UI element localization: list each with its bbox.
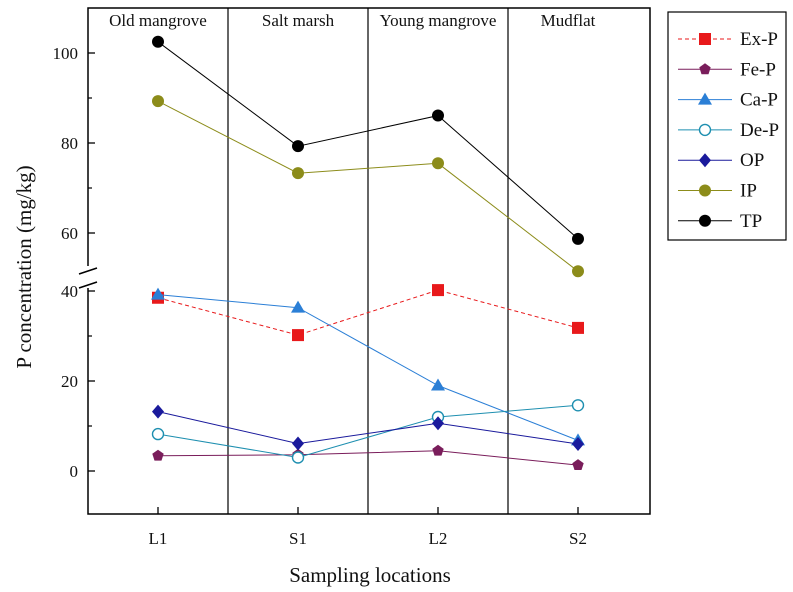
legend-item-ip: IP [678, 181, 757, 202]
series-line-fe-p [157, 450, 579, 466]
data-point-fe-p [572, 459, 584, 470]
region-label: Mudflat [541, 11, 596, 30]
data-point-de-p [151, 427, 165, 441]
legend-marker [699, 63, 711, 75]
data-point-tp [292, 140, 304, 153]
plot-frame [87, 7, 651, 515]
data-point-op [292, 436, 304, 451]
legend: Ex-P Fe-P Ca-P De-P OP IP TP [667, 11, 787, 241]
legend-label: OP [740, 150, 764, 171]
axes: 0 20 40 60 80 100 L1 S1 L2 S2 [53, 44, 587, 548]
legend-marker [698, 92, 712, 105]
legend-item-ex-p: Ex-P [678, 29, 778, 50]
y-axis-title: P concentration (mg/kg) [12, 165, 36, 368]
legend-label: TP [740, 211, 762, 232]
data-point-ip [572, 265, 584, 278]
legend-label: Fe-P [740, 59, 776, 80]
legend-item-ca-p: Ca-P [678, 90, 778, 111]
legend-label: IP [740, 181, 757, 202]
y-tick-label: 40 [61, 282, 78, 301]
data-point-tp [572, 232, 584, 245]
series-line-de-p [157, 404, 579, 459]
data-point-ex-p [432, 284, 444, 297]
legend-item-tp: TP [678, 211, 762, 232]
legend-marker [699, 153, 711, 168]
data-point-ca-p [431, 378, 445, 391]
data-point-ip [432, 157, 444, 170]
series-op [152, 404, 584, 451]
axis-break-mark [78, 281, 98, 289]
data-point-op [432, 416, 444, 431]
series-line-op [157, 411, 579, 445]
data-point-ex-p [292, 329, 304, 342]
axis-break-gap [79, 266, 97, 288]
data-point-ca-p [291, 300, 305, 313]
y-tick-label: 80 [61, 134, 78, 153]
legend-box [667, 11, 787, 241]
legend-label: Ex-P [740, 29, 778, 50]
series-line-ca-p [157, 294, 579, 441]
region-label: Young mangrove [380, 11, 497, 30]
data-point-ca-p [151, 287, 165, 300]
y-tick-label: 20 [61, 372, 78, 391]
data-point-de-p [571, 399, 585, 412]
data-point-tp [152, 35, 164, 48]
data-point-op [572, 437, 584, 451]
legend-item-fe-p: Fe-P [678, 59, 776, 80]
legend-marker [699, 33, 711, 45]
y-tick-label: 100 [53, 44, 79, 63]
data-point-fe-p [152, 449, 164, 461]
data-point-ip [152, 95, 164, 108]
x-tick-label: L1 [149, 529, 168, 548]
legend-label: Ca-P [740, 90, 778, 111]
data-point-op [152, 404, 164, 419]
legend-marker [699, 214, 711, 227]
data-point-ip [292, 167, 304, 180]
plot-border [87, 7, 651, 515]
data-point-tp [432, 109, 444, 122]
region-dividers: Old mangrove Salt marsh Young mangrove Mudf… [109, 8, 596, 514]
axis-break-mark [78, 267, 98, 275]
y-tick-label: 0 [70, 462, 79, 481]
legend-marker [698, 123, 712, 137]
data-point-fe-p [432, 444, 444, 456]
x-axis-title: Sampling locations [289, 563, 451, 587]
x-tick-label: L2 [429, 529, 448, 548]
series-line-tp [157, 41, 579, 240]
legend-item-op: OP [678, 150, 764, 171]
series-line-ip [157, 100, 579, 272]
series-line-ex-p [157, 289, 579, 336]
x-tick-label: S2 [569, 529, 587, 548]
legend-marker [699, 184, 711, 197]
legend-item-de-p: De-P [678, 120, 779, 141]
data-point-de-p [291, 451, 305, 464]
region-label: Salt marsh [262, 11, 335, 30]
series-tp [152, 35, 584, 245]
legend-label: De-P [740, 120, 779, 141]
data-point-ex-p [572, 321, 584, 334]
series-ip [152, 95, 584, 278]
series-layer [151, 35, 585, 470]
x-tick-label: S1 [289, 529, 307, 548]
y-tick-label: 60 [61, 224, 78, 243]
region-label: Old mangrove [109, 11, 207, 30]
